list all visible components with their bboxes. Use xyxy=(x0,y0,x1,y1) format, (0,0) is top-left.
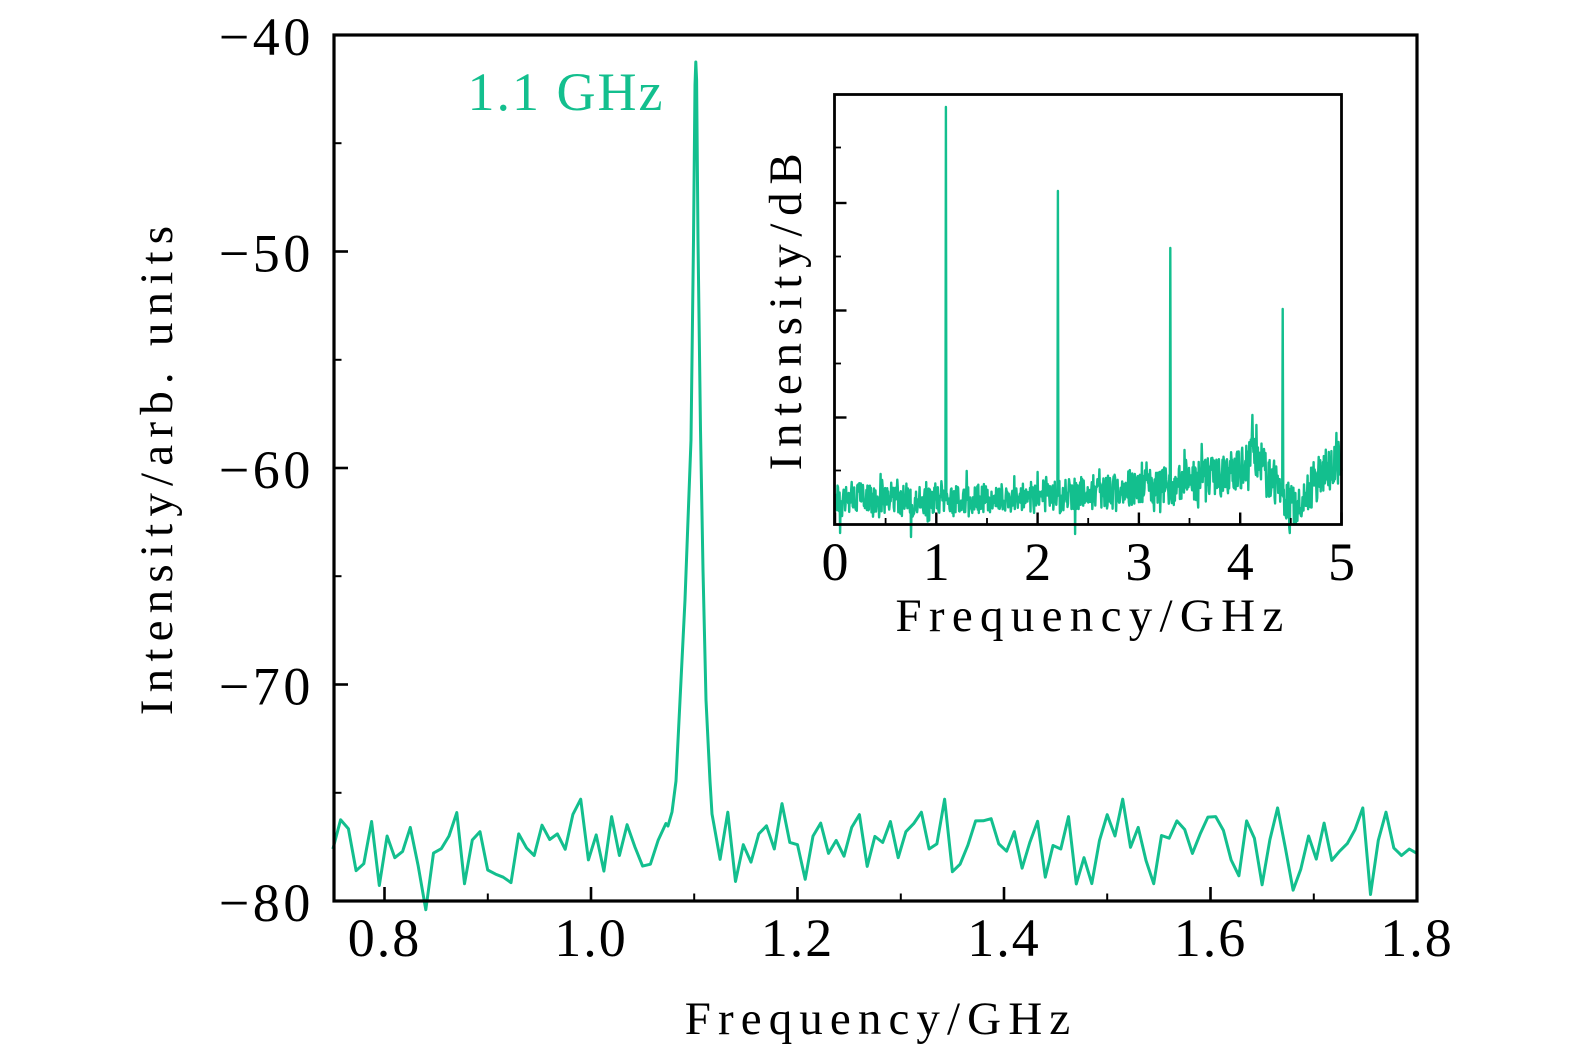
svg-text:1.4: 1.4 xyxy=(967,908,1041,968)
svg-text:1.1 GHz: 1.1 GHz xyxy=(468,62,665,122)
svg-text:Frequency/GHz: Frequency/GHz xyxy=(895,590,1290,642)
svg-text:Frequency/GHz: Frequency/GHz xyxy=(685,993,1077,1045)
svg-text:0.8: 0.8 xyxy=(348,908,422,968)
svg-text:0: 0 xyxy=(822,532,849,592)
svg-text:1.6: 1.6 xyxy=(1174,908,1248,968)
svg-text:4: 4 xyxy=(1227,532,1254,592)
svg-text:−40: −40 xyxy=(219,7,314,67)
svg-text:1.0: 1.0 xyxy=(554,908,628,968)
svg-text:5: 5 xyxy=(1328,532,1355,592)
svg-text:−50: −50 xyxy=(219,224,314,284)
svg-text:1.8: 1.8 xyxy=(1380,908,1454,968)
svg-text:1: 1 xyxy=(923,532,950,592)
svg-text:1.2: 1.2 xyxy=(761,908,835,968)
svg-text:3: 3 xyxy=(1125,532,1152,592)
svg-text:−70: −70 xyxy=(219,657,314,717)
svg-text:−80: −80 xyxy=(219,873,314,933)
svg-text:Intensity/arb. units: Intensity/arb. units xyxy=(131,219,183,715)
svg-text:−60: −60 xyxy=(219,440,314,500)
svg-text:Intensity/dB: Intensity/dB xyxy=(760,146,812,471)
svg-text:2: 2 xyxy=(1024,532,1051,592)
